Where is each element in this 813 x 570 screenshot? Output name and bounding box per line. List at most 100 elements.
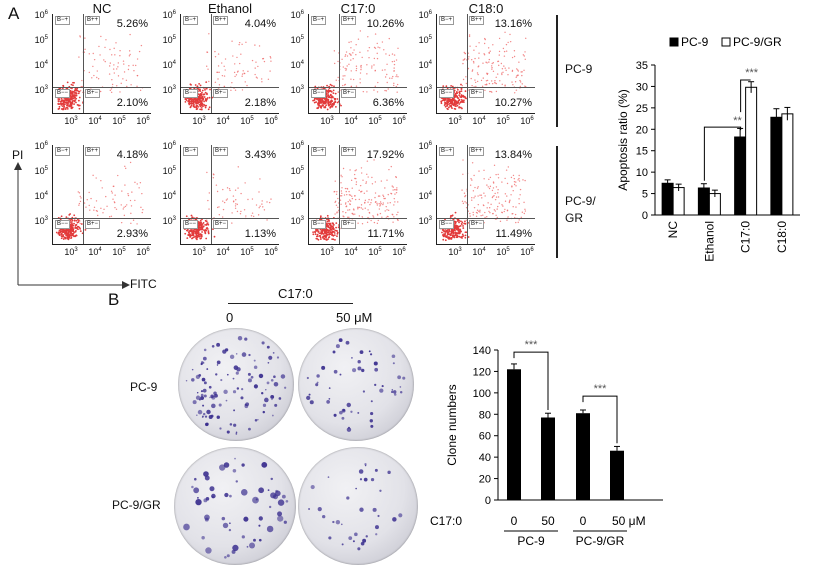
x-tick-exponent: 6 <box>402 116 406 122</box>
x-tick-label: C17:0 <box>739 221 753 253</box>
y-tick-exponent: 6 <box>44 10 48 16</box>
quadrant-label: B+− <box>469 89 485 98</box>
y-tick-exponent: 4 <box>428 60 432 66</box>
row-bracket-2 <box>556 146 558 258</box>
legend-swatch <box>721 37 731 47</box>
y-tick-label: 103 <box>290 216 304 226</box>
y-tick-label: 0 <box>485 495 491 507</box>
quadrant-h-line <box>181 87 279 88</box>
y-tick-label: 103 <box>418 85 432 95</box>
y-tick-exponent: 5 <box>172 35 176 41</box>
percent-upper-right: 4.18% <box>116 149 148 161</box>
y-tick-label: 105 <box>162 166 176 176</box>
x-tick-label: 104 <box>88 247 102 257</box>
treatment-label: C17:0 <box>278 286 313 301</box>
flow-plot: B−+ B++ B−− B+− 13.84% 11.49% <box>436 145 535 245</box>
x-tick-label: 103 <box>192 116 206 126</box>
y-tick-label: 105 <box>418 35 432 45</box>
significance-bracket <box>513 351 549 410</box>
y-tick-exponent: 6 <box>172 141 176 147</box>
x-tick-exponent: 4 <box>354 116 358 122</box>
x-tick-exponent: 4 <box>482 116 486 122</box>
y-tick-label: 105 <box>34 166 48 176</box>
quadrant-label: B−− <box>183 220 199 229</box>
y-tick-label: 80 <box>479 409 491 421</box>
x-tick-exponent: 5 <box>506 247 510 253</box>
x-tick-label: 106 <box>264 116 278 126</box>
x-tick-label: C18:0 <box>775 221 789 253</box>
percent-lower-right: 10.27% <box>494 97 532 109</box>
quadrant-label: B++ <box>85 147 101 156</box>
quadrant-h-line <box>309 87 407 88</box>
y-tick-exponent: 3 <box>44 216 48 222</box>
y-tick-exponent: 4 <box>172 191 176 197</box>
quadrant-label: B−+ <box>311 16 327 25</box>
y-tick-label: 0 <box>642 210 648 222</box>
y-tick-exponent: 6 <box>44 141 48 147</box>
y-tick-label: 120 <box>473 366 491 378</box>
percent-lower-right: 6.36% <box>372 97 404 109</box>
x-tick-label: 103 <box>192 247 206 257</box>
quadrant-label: B−− <box>439 220 455 229</box>
x-tick-exponent: 6 <box>146 247 150 253</box>
y-axis-label: Clone numbers <box>445 384 459 465</box>
percent-upper-right: 5.26% <box>116 18 148 30</box>
flow-plot: B−+ B++ B−− B+− 4.04% 2.18% <box>180 14 279 114</box>
y-tick-label: 106 <box>34 141 48 151</box>
x-tick-exponent: 6 <box>530 247 534 253</box>
colony-row-label-pc9: PC-9 <box>130 380 158 394</box>
significance-label: *** <box>525 339 539 351</box>
x-tick-label: 105 <box>112 247 126 257</box>
x-prefix-label: C17:0 <box>430 514 462 528</box>
x-tick-exponent: 3 <box>458 116 462 122</box>
x-tick-label: 103 <box>320 116 334 126</box>
x-tick-label: 103 <box>64 247 78 257</box>
x-tick-label: 105 <box>496 116 510 126</box>
percent-lower-right: 2.10% <box>116 97 148 109</box>
quadrant-h-line <box>437 87 535 88</box>
significance-label: *** <box>594 383 608 395</box>
colony-dish-pcgr-0 <box>174 447 296 565</box>
x-tick-exponent: 3 <box>330 247 334 253</box>
colony-dish-pc9-0 <box>178 328 294 441</box>
flow-scatter <box>55 161 144 241</box>
legend-label: PC-9/GR <box>733 35 782 49</box>
x-tick-exponent: 5 <box>378 247 382 253</box>
x-tick-exponent: 3 <box>202 247 206 253</box>
flow-plot: B−+ B++ B−− B+− 13.16% 10.27% <box>436 14 535 114</box>
row-bracket-1 <box>556 15 558 127</box>
bar <box>541 417 555 500</box>
y-tick-exponent: 3 <box>300 216 304 222</box>
x-tick-exponent: 6 <box>402 247 406 253</box>
bar <box>770 116 783 216</box>
x-tick-label: 104 <box>216 116 230 126</box>
x-tick-label: 106 <box>520 247 534 257</box>
y-tick-exponent: 4 <box>300 60 304 66</box>
panel-a-label: A <box>8 4 20 23</box>
y-tick-label: 105 <box>290 35 304 45</box>
quadrant-label: B++ <box>341 16 357 25</box>
x-tick-label: 104 <box>472 116 486 126</box>
x-tick-exponent: 5 <box>378 116 382 122</box>
x-tick-label: 0 <box>511 514 518 528</box>
x-tick-label: 104 <box>344 247 358 257</box>
dose-0-label: 0 <box>226 310 234 325</box>
percent-lower-right: 11.49% <box>495 228 533 240</box>
x-tick-label: 50 <box>541 514 555 528</box>
y-tick-label: 103 <box>162 216 176 226</box>
flow-plot: B−+ B++ B−− B+− 5.26% 2.10% <box>52 14 151 114</box>
y-tick-label: 30 <box>636 81 648 93</box>
significance-label: *** <box>745 67 759 79</box>
y-tick-exponent: 6 <box>300 10 304 16</box>
pi-fitc-arrows <box>14 162 130 289</box>
x-tick-label: 106 <box>392 116 406 126</box>
flow-scatter <box>184 33 272 111</box>
column-header: NC <box>92 1 112 16</box>
y-tick-exponent: 3 <box>172 216 176 222</box>
percent-upper-right: 13.16% <box>494 18 532 30</box>
y-axis-label: Apoptosis ratio (%) <box>616 89 630 190</box>
x-tick-exponent: 4 <box>98 116 102 122</box>
x-tick-exponent: 4 <box>98 247 102 253</box>
quadrant-label: B−− <box>183 89 199 98</box>
quadrant-label: B+− <box>341 220 357 229</box>
